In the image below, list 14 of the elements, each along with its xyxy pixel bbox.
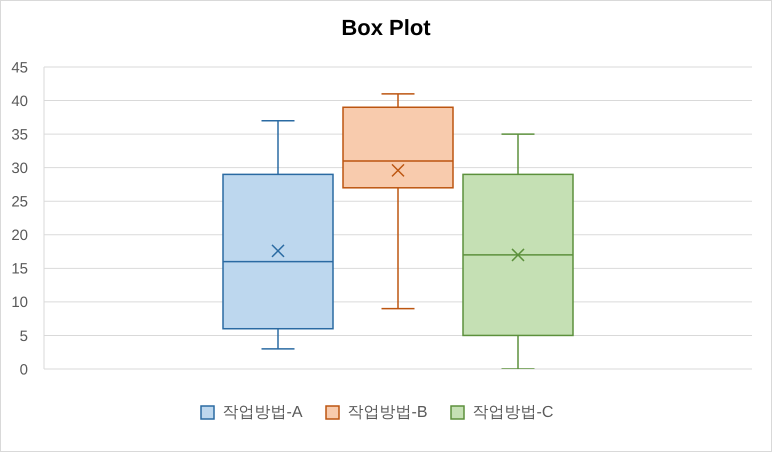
legend-label: 작업방법-A [222,404,303,420]
y-tick-label: 45 [11,59,28,76]
y-tick-label: 5 [20,328,28,345]
y-tick-label: 25 [11,194,28,211]
y-tick-label: 10 [11,294,28,312]
y-tick-label: 40 [11,92,28,110]
chart-title: Box Plot [341,15,431,40]
y-tick-label: 20 [11,227,28,244]
y-tick-label: 15 [11,260,28,278]
legend-label: 작업방법-B [348,404,428,420]
y-tick-label: 30 [11,160,28,177]
legend-label: 작업방법-C [472,404,554,420]
y-tick-label: 0 [20,361,28,378]
y-tick-label: 35 [11,126,28,144]
